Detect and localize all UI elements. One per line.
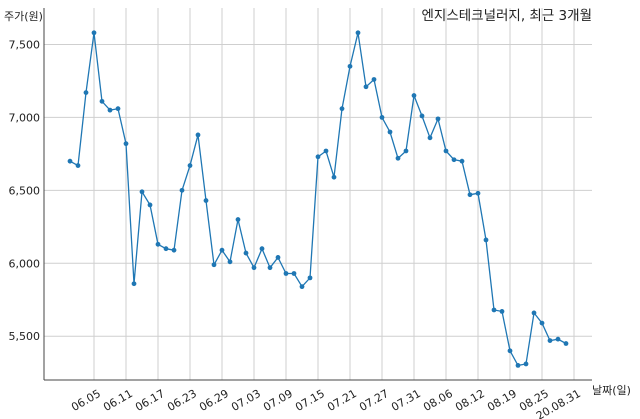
axes bbox=[43, 8, 592, 381]
data-point bbox=[467, 192, 473, 198]
y-axis-ticks: 5,500 6,000 6,500 7,000 7,500 bbox=[9, 38, 41, 343]
data-point bbox=[171, 247, 177, 253]
x-axis-title: 날짜(일) bbox=[592, 383, 631, 397]
data-point bbox=[227, 259, 233, 265]
chart-title: 엔지스테크널러지, 최근 3개월 bbox=[421, 8, 592, 24]
x-tick-label: 07.09 bbox=[261, 387, 295, 414]
y-tick-label: 6,000 bbox=[9, 257, 41, 270]
data-point bbox=[123, 141, 129, 147]
data-point bbox=[147, 202, 153, 208]
data-point bbox=[379, 115, 385, 120]
data-point bbox=[91, 30, 97, 36]
data-point bbox=[211, 262, 217, 268]
data-point bbox=[323, 148, 329, 154]
data-point bbox=[403, 148, 409, 154]
data-point bbox=[195, 132, 201, 138]
data-point bbox=[491, 307, 497, 313]
data-point bbox=[291, 271, 297, 276]
data-point bbox=[99, 98, 105, 104]
data-point bbox=[243, 250, 249, 256]
data-point bbox=[219, 247, 225, 253]
data-point bbox=[347, 63, 353, 69]
y-tick-label: 5,500 bbox=[9, 330, 41, 343]
data-point bbox=[419, 113, 425, 119]
data-point bbox=[131, 281, 137, 287]
y-tick-label: 7,000 bbox=[9, 111, 41, 124]
data-point bbox=[331, 174, 337, 180]
data-point bbox=[139, 189, 145, 195]
data-point bbox=[115, 106, 121, 112]
x-tick-label: 08.06 bbox=[421, 387, 455, 414]
data-point bbox=[435, 116, 441, 122]
data-point bbox=[299, 284, 305, 290]
x-tick-label: 06.05 bbox=[69, 387, 103, 414]
data-point bbox=[523, 361, 529, 367]
data-point bbox=[555, 336, 561, 342]
x-tick-label: 07.27 bbox=[357, 387, 391, 414]
data-point bbox=[515, 363, 521, 368]
x-axis-ticks: 06.0506.1106.1706.2306.2907.0307.0907.15… bbox=[69, 387, 583, 419]
x-tick-label: 07.03 bbox=[229, 387, 263, 414]
x-tick-label: 08.12 bbox=[453, 387, 487, 414]
data-point bbox=[307, 275, 313, 281]
data-point bbox=[355, 30, 361, 36]
data-point bbox=[531, 310, 537, 316]
data-point bbox=[411, 93, 417, 98]
data-point bbox=[83, 90, 89, 96]
data-point bbox=[259, 246, 265, 252]
data-point bbox=[451, 157, 457, 163]
x-tick-label: 07.31 bbox=[389, 387, 423, 414]
data-point bbox=[387, 129, 393, 135]
x-tick-label: 06.23 bbox=[165, 387, 199, 414]
data-point bbox=[315, 154, 321, 160]
data-point bbox=[187, 163, 193, 168]
data-point bbox=[339, 106, 345, 112]
y-tick-label: 7,500 bbox=[9, 38, 41, 51]
data-point bbox=[483, 237, 489, 243]
data-point bbox=[507, 348, 513, 354]
x-tick-label: 06.29 bbox=[197, 387, 231, 414]
y-axis-title: 주가(원) bbox=[4, 10, 43, 23]
data-point bbox=[563, 341, 569, 346]
x-tick-label: 07.21 bbox=[325, 387, 359, 414]
data-point bbox=[475, 190, 481, 196]
data-point bbox=[107, 107, 113, 113]
data-point bbox=[539, 320, 545, 326]
x-tick-label: 06.17 bbox=[133, 387, 167, 414]
data-point bbox=[459, 158, 465, 164]
grid bbox=[44, 8, 592, 380]
data-point bbox=[283, 271, 289, 276]
data-point bbox=[499, 309, 505, 314]
data-point bbox=[75, 163, 81, 168]
data-point bbox=[443, 148, 449, 154]
data-point bbox=[251, 265, 257, 271]
x-tick-label: 08.19 bbox=[485, 387, 519, 414]
data-point bbox=[371, 77, 377, 82]
y-tick-label: 6,500 bbox=[9, 184, 41, 197]
data-point bbox=[395, 155, 401, 161]
data-point bbox=[155, 241, 161, 247]
data-point bbox=[267, 265, 273, 271]
data-point bbox=[547, 338, 553, 344]
data-point bbox=[203, 198, 209, 203]
x-tick-label: 07.15 bbox=[293, 387, 327, 414]
data-point bbox=[67, 158, 73, 164]
data-point bbox=[275, 255, 281, 260]
data-point bbox=[427, 135, 433, 141]
data-point bbox=[363, 84, 369, 90]
data-points bbox=[67, 30, 569, 368]
data-point bbox=[235, 217, 241, 222]
data-point bbox=[163, 246, 169, 252]
x-tick-label: 06.11 bbox=[101, 387, 135, 414]
data-point bbox=[179, 187, 185, 193]
